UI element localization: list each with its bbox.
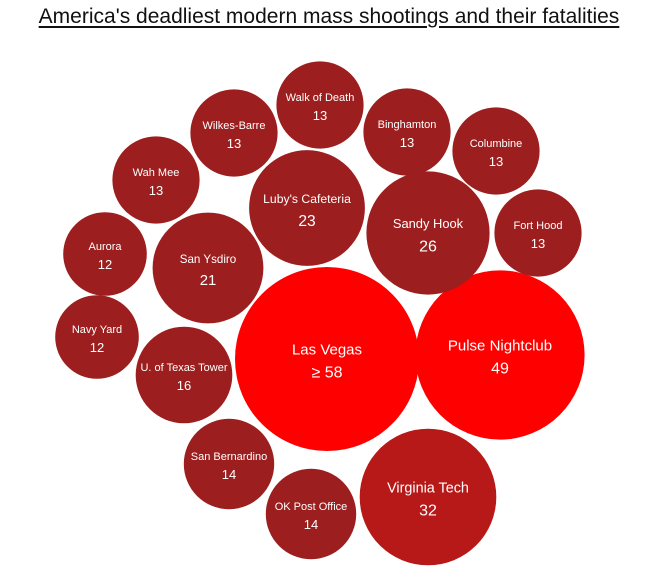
bubble-san-bernardino: San Bernardino 14 [183, 418, 275, 510]
bubble-label: Las Vegas [292, 342, 362, 359]
bubble-label: Wilkes-Barre [203, 120, 266, 132]
bubble-value: 32 [419, 502, 437, 519]
bubble-value: 14 [222, 467, 236, 482]
bubble-ok-post-office: OK Post Office 14 [265, 468, 357, 560]
bubble-value: 13 [531, 236, 545, 251]
bubble-circle [135, 326, 233, 424]
bubble-value: 21 [200, 273, 217, 289]
bubble-las-vegas: Las Vegas ≥ 58 [235, 267, 419, 451]
bubble-value: 26 [419, 238, 437, 255]
bubble-label: Luby's Cafeteria [263, 192, 351, 206]
bubble-value: ≥ 58 [311, 364, 342, 381]
bubble-circle [183, 418, 275, 510]
bubble-circle [63, 212, 147, 296]
bubble-circle [359, 428, 497, 566]
bubble-label: Wah Mee [133, 167, 180, 179]
bubble-label: OK Post Office [275, 501, 348, 513]
bubble-value: 13 [313, 108, 327, 123]
bubble-value: 14 [304, 517, 318, 532]
bubble-label: Pulse Nightclub [448, 338, 552, 355]
bubble-binghamton: Binghamton 13 [363, 88, 451, 176]
bubble-sandy-hook: Sandy Hook 26 [366, 171, 490, 295]
bubble-value: 12 [90, 340, 104, 355]
bubble-value: 12 [98, 257, 112, 272]
bubble-circle [265, 468, 357, 560]
bubble-value: 16 [177, 378, 191, 393]
bubble-value: 23 [298, 213, 315, 230]
bubble-label: U. of Texas Tower [140, 362, 227, 374]
bubble-circle [452, 107, 540, 195]
bubble-label: Sandy Hook [393, 216, 464, 231]
bubble-circle [249, 150, 365, 266]
bubble-wilkes-barre: Wilkes-Barre 13 [190, 89, 278, 177]
bubble-columbine: Columbine 13 [452, 107, 540, 195]
bubble-circle [235, 267, 419, 451]
bubble-aurora: Aurora 12 [63, 212, 147, 296]
bubble-value: 13 [400, 135, 414, 150]
bubble-san-ysdiro: San Ysdiro 21 [152, 212, 264, 324]
bubble-label: San Ysdiro [180, 253, 237, 266]
bubble-u-of-texas-tower: U. of Texas Tower 16 [135, 326, 233, 424]
bubble-luby-s-cafeteria: Luby's Cafeteria 23 [249, 150, 365, 266]
bubble-circle [152, 212, 264, 324]
bubble-label: Binghamton [378, 119, 437, 131]
chart-title: America's deadliest modern mass shooting… [38, 5, 620, 28]
bubble-wah-mee: Wah Mee 13 [112, 136, 200, 224]
bubble-label: Virginia Tech [387, 480, 469, 496]
bubble-virginia-tech: Virginia Tech 32 [359, 428, 497, 566]
bubble-value: 13 [227, 136, 241, 151]
bubble-circle [415, 270, 585, 440]
bubble-circle [190, 89, 278, 177]
bubble-circle [112, 136, 200, 224]
bubble-navy-yard: Navy Yard 12 [55, 295, 139, 379]
bubble-value: 49 [491, 360, 509, 377]
bubble-label: Fort Hood [514, 220, 563, 232]
bubble-circle [276, 61, 364, 149]
bubble-circle [494, 189, 582, 277]
bubble-value: 13 [489, 154, 503, 169]
bubble-label: Columbine [470, 138, 523, 150]
bubble-circle [363, 88, 451, 176]
bubble-walk-of-death: Walk of Death 13 [276, 61, 364, 149]
bubble-value: 13 [149, 183, 163, 198]
bubble-circle [366, 171, 490, 295]
bubble-fort-hood: Fort Hood 13 [494, 189, 582, 277]
bubble-circle [55, 295, 139, 379]
bubble-label: Walk of Death [286, 92, 355, 104]
bubble-label: Aurora [88, 241, 122, 253]
bubble-label: San Bernardino [191, 451, 267, 463]
bubble-pulse-nightclub: Pulse Nightclub 49 [415, 270, 585, 440]
bubble-label: Navy Yard [72, 324, 122, 336]
